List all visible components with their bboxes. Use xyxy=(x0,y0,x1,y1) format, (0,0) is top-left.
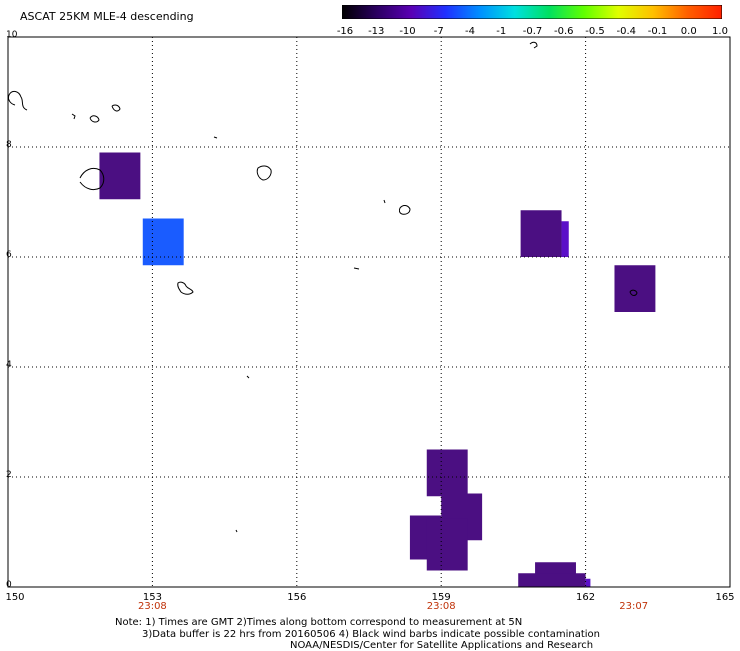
wind-cell xyxy=(585,578,591,587)
x-tick-label: 150 xyxy=(5,592,25,603)
note-line-3: NOAA/NESDIS/Center for Satellite Applica… xyxy=(290,640,594,651)
x-tick-label: 162 xyxy=(576,592,596,603)
wind-cell xyxy=(426,449,468,497)
colorbar-label: -1 xyxy=(496,26,507,37)
wind-cell xyxy=(426,518,468,571)
colorbar xyxy=(342,5,722,19)
colorbar-label: -13 xyxy=(368,26,385,37)
colorbar-label: -0.6 xyxy=(553,26,574,37)
y-tick-label: 8 xyxy=(6,140,12,150)
y-tick-label: 0 xyxy=(6,580,12,590)
time-label: 23:08 xyxy=(137,601,167,612)
colorbar-label: -0.5 xyxy=(585,26,605,37)
note-line-2: 3)Data buffer is 22 hrs from 20160506 4)… xyxy=(142,629,600,640)
x-tick-label: 159 xyxy=(431,592,451,603)
y-tick-label: 6 xyxy=(6,250,12,260)
grid-lines xyxy=(8,37,730,587)
wind-cell xyxy=(535,562,576,576)
colorbar-label: 1.0 xyxy=(712,26,728,37)
wind-cell xyxy=(561,221,569,257)
wind-cells xyxy=(99,152,656,587)
colorbar-label: -7 xyxy=(433,26,444,37)
map-title: ASCAT 25KM MLE-4 descending xyxy=(20,10,194,23)
y-tick-label: 10 xyxy=(6,30,18,40)
colorbar-label: -0.7 xyxy=(522,26,543,37)
wind-cell xyxy=(520,210,562,257)
colorbar-label: 0.0 xyxy=(680,26,697,37)
colorbar-label: -0.1 xyxy=(647,26,668,37)
note-line-1: Note: 1) Times are GMT 2)Times along bot… xyxy=(115,617,523,628)
time-label: 23:07 xyxy=(619,601,649,612)
x-tick-label: 153 xyxy=(142,592,162,603)
colorbar-label: -16 xyxy=(336,26,354,37)
wind-cell xyxy=(99,152,141,200)
colorbar-label: -10 xyxy=(399,26,416,37)
colorbar-label: -4 xyxy=(465,26,475,37)
x-tick-label: 156 xyxy=(287,592,307,603)
y-tick-label: 2 xyxy=(6,470,12,480)
time-label: 23:08 xyxy=(426,601,456,612)
wind-cell xyxy=(142,218,184,266)
colorbar-label: -0.4 xyxy=(616,26,636,37)
wind-cell xyxy=(518,573,586,587)
coastlines xyxy=(8,41,638,533)
wind-cell xyxy=(614,265,656,312)
x-tick-label: 165 xyxy=(715,592,735,603)
y-tick-label: 4 xyxy=(6,360,12,370)
